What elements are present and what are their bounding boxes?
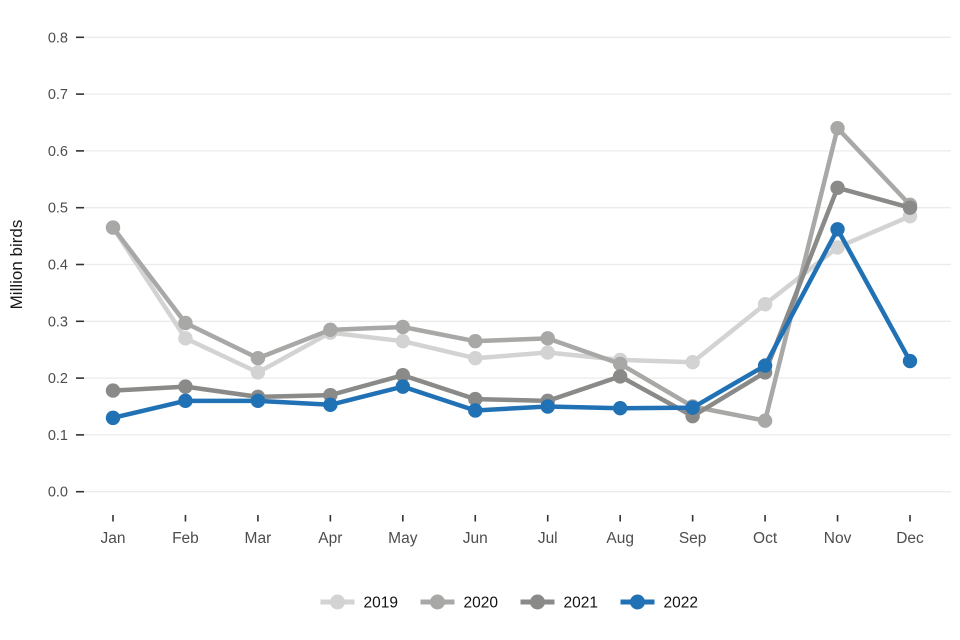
x-tick-label: Feb	[172, 530, 199, 547]
y-tick-label: 0.0	[48, 485, 68, 501]
data-point-2020-Oct	[757, 413, 773, 428]
legend-key-dot-2019	[330, 594, 345, 610]
data-point-2020-Nov	[830, 120, 845, 136]
legend-label-2020: 2020	[464, 595, 499, 612]
x-tick-label: Jul	[538, 530, 558, 547]
data-point-2022-May	[395, 379, 411, 394]
data-point-2021-Feb	[178, 379, 193, 394]
data-point-2022-Jan	[105, 410, 121, 426]
data-point-2019-Sep	[685, 354, 700, 370]
data-point-2022-Feb	[178, 393, 193, 409]
data-point-2020-Mar	[250, 351, 266, 366]
legend-item-2020: 2020	[420, 594, 499, 612]
x-tick-label: Jun	[463, 530, 488, 547]
legend-item-2022: 2022	[620, 594, 698, 612]
y-tick-label: 0.5	[48, 201, 68, 217]
data-point-2022-Dec	[902, 353, 918, 369]
data-point-2019-Mar	[250, 365, 266, 380]
data-point-2020-Jul	[540, 331, 555, 346]
data-point-2022-Apr	[323, 397, 338, 412]
series-line-2020	[110, 125, 913, 423]
data-point-2019-May	[395, 333, 411, 349]
legend-item-2019: 2019	[320, 594, 398, 612]
data-point-2022-Jun	[468, 403, 483, 418]
data-point-2021-Aug	[612, 369, 628, 384]
data-point-2021-Nov	[830, 180, 845, 196]
data-point-2022-Oct	[757, 358, 773, 373]
y-tick-label: 0.2	[48, 371, 68, 387]
x-tick-label: May	[388, 530, 418, 547]
data-point-2019-Nov	[830, 240, 845, 255]
x-tick-label: Jan	[101, 530, 126, 547]
y-tick-label: 0.3	[48, 314, 68, 330]
data-point-2021-Dec	[902, 200, 918, 215]
y-tick-label: 0.1	[48, 428, 68, 444]
data-point-2020-Jun	[468, 333, 483, 349]
x-tick-label: Sep	[679, 530, 707, 547]
series-line-2019	[110, 213, 913, 375]
data-point-2021-Jun	[468, 391, 483, 407]
legend-label-2022: 2022	[664, 595, 698, 612]
data-point-2019-Oct	[757, 297, 773, 312]
x-tick-label: Nov	[824, 530, 852, 547]
data-point-2022-Aug	[612, 401, 628, 416]
data-point-2019-Jun	[468, 351, 483, 366]
legend-key-dot-2021	[530, 594, 545, 610]
data-point-2019-Feb	[178, 331, 193, 346]
data-point-2022-Jul	[540, 399, 555, 414]
data-point-2022-Mar	[250, 393, 266, 409]
y-axis-title: Million birds	[7, 220, 26, 310]
x-tick-label: Dec	[896, 530, 924, 547]
data-point-2022-Sep	[685, 400, 700, 415]
data-point-2019-Jul	[540, 345, 555, 360]
y-tick-label: 0.7	[48, 87, 68, 103]
legend-key-dot-2020	[430, 594, 445, 610]
x-tick-label: Aug	[606, 530, 634, 547]
y-tick-label: 0.6	[48, 144, 68, 160]
data-point-2020-May	[395, 319, 411, 335]
data-point-2020-Apr	[323, 322, 338, 338]
legend-label-2019: 2019	[364, 595, 398, 612]
legend-item-2021: 2021	[520, 594, 598, 612]
series-line-2022	[110, 227, 913, 421]
y-tick-label: 0.4	[48, 258, 68, 274]
legend-label-2021: 2021	[564, 595, 598, 612]
legend-key-dot-2022	[630, 594, 645, 610]
data-point-2020-Feb	[178, 315, 193, 331]
x-tick-label: Mar	[245, 530, 272, 547]
x-tick-label: Oct	[753, 530, 778, 547]
data-point-2020-Jan	[105, 220, 121, 235]
data-point-2021-May	[395, 368, 411, 383]
y-tick-label: 0.8	[48, 30, 68, 46]
data-point-2022-Nov	[830, 222, 845, 237]
x-tick-label: Apr	[318, 530, 342, 547]
legend: 2019 2020 2021 2022	[320, 594, 698, 612]
data-point-2021-Jan	[105, 383, 121, 398]
data-point-2020-Aug	[612, 356, 628, 372]
